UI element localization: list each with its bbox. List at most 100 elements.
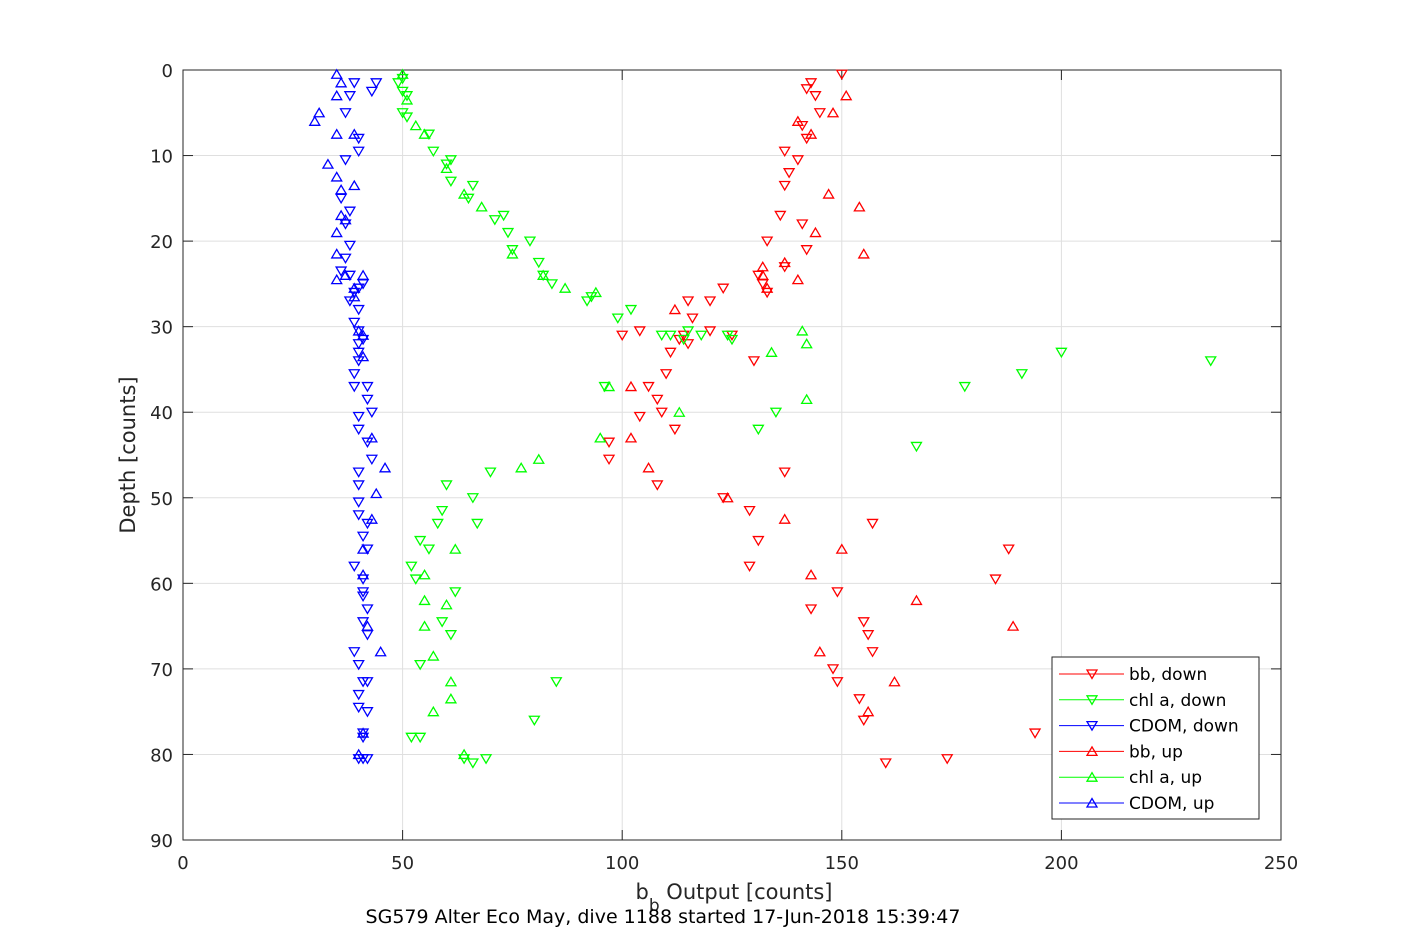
data-point bbox=[532, 453, 545, 464]
data-point bbox=[589, 286, 602, 298]
data-point bbox=[313, 106, 326, 118]
y-tick-label: 80 bbox=[150, 745, 173, 766]
data-point bbox=[796, 219, 809, 230]
data-point bbox=[356, 617, 370, 628]
data-point bbox=[352, 689, 365, 701]
series-3 bbox=[624, 89, 1020, 717]
data-point bbox=[414, 659, 427, 671]
data-point bbox=[334, 183, 348, 195]
data-point bbox=[409, 119, 422, 131]
data-point bbox=[835, 543, 848, 554]
data-point bbox=[1006, 620, 1020, 631]
data-point bbox=[370, 78, 383, 89]
data-point bbox=[831, 587, 844, 598]
data-point bbox=[537, 269, 550, 280]
legend-item: CDOM, up bbox=[1059, 794, 1214, 814]
data-point bbox=[809, 91, 822, 102]
data-point bbox=[440, 598, 453, 610]
data-point bbox=[361, 677, 374, 688]
data-point bbox=[405, 732, 418, 744]
data-point bbox=[1204, 356, 1217, 367]
data-point bbox=[958, 381, 971, 393]
data-point bbox=[523, 236, 537, 247]
data-point bbox=[435, 505, 449, 517]
y-tick-label: 0 bbox=[162, 61, 173, 82]
data-point bbox=[769, 407, 783, 419]
data-point bbox=[1002, 544, 1015, 555]
data-point bbox=[778, 256, 791, 268]
legend-box bbox=[1051, 656, 1260, 820]
data-point bbox=[813, 645, 826, 657]
data-point bbox=[800, 84, 813, 95]
data-point bbox=[743, 505, 756, 517]
data-point bbox=[866, 647, 879, 658]
x-tick-label: 50 bbox=[391, 853, 414, 874]
data-point bbox=[343, 270, 357, 282]
y-tick-label: 40 bbox=[150, 403, 173, 424]
data-point bbox=[348, 317, 361, 329]
data-point bbox=[334, 209, 348, 221]
data-point bbox=[800, 393, 813, 405]
data-point bbox=[440, 159, 453, 170]
data-point bbox=[747, 356, 761, 367]
x-axis: 0 50 100 150 200 250 bbox=[177, 70, 1298, 874]
data-point bbox=[651, 394, 664, 406]
data-point bbox=[427, 705, 440, 717]
data-point bbox=[725, 334, 739, 346]
data-point bbox=[506, 248, 519, 259]
data-point bbox=[642, 462, 655, 473]
data-point bbox=[611, 313, 624, 324]
data-point bbox=[602, 454, 616, 466]
data-point bbox=[633, 326, 646, 337]
data-point bbox=[365, 454, 378, 466]
data-point bbox=[804, 78, 818, 89]
data-point bbox=[431, 518, 444, 530]
data-point bbox=[545, 279, 559, 290]
data-point bbox=[853, 201, 866, 212]
data-point bbox=[356, 329, 370, 340]
data-point bbox=[352, 480, 365, 491]
data-point bbox=[361, 754, 374, 765]
data-point bbox=[826, 106, 840, 118]
y-tick-label: 90 bbox=[150, 831, 173, 852]
data-point bbox=[414, 535, 427, 547]
data-point bbox=[1028, 728, 1042, 739]
data-point bbox=[853, 694, 866, 705]
y-tick-label: 20 bbox=[150, 232, 173, 253]
data-point bbox=[352, 325, 365, 336]
data-point bbox=[796, 325, 809, 336]
data-point bbox=[444, 176, 458, 188]
data-point bbox=[717, 283, 730, 294]
data-point bbox=[414, 732, 427, 744]
data-point bbox=[651, 480, 664, 491]
data-point bbox=[444, 630, 458, 641]
data-point bbox=[343, 91, 357, 102]
data-point bbox=[681, 326, 695, 337]
data-point bbox=[352, 467, 365, 478]
data-point bbox=[550, 677, 563, 688]
data-point bbox=[440, 480, 453, 491]
data-point bbox=[616, 330, 629, 342]
data-point bbox=[449, 587, 462, 598]
legend-label: CDOM, up bbox=[1129, 794, 1214, 814]
y-axis: 0 10 20 30 40 50 60 70 80 90 bbox=[150, 61, 1281, 852]
data-point bbox=[356, 727, 370, 738]
data-point bbox=[330, 128, 343, 139]
data-point bbox=[664, 347, 677, 359]
legend-label: bb, up bbox=[1129, 742, 1183, 762]
data-point bbox=[334, 77, 348, 88]
data-point bbox=[374, 645, 387, 657]
data-point bbox=[501, 227, 515, 239]
data-point bbox=[427, 146, 440, 158]
legend-marker bbox=[1085, 720, 1099, 732]
y-tick-label: 70 bbox=[150, 660, 173, 681]
data-point bbox=[910, 441, 923, 453]
data-point bbox=[804, 128, 818, 139]
data-point bbox=[506, 245, 519, 256]
data-point bbox=[826, 664, 840, 675]
legend-marker bbox=[1085, 771, 1099, 782]
data-point bbox=[330, 226, 343, 238]
data-point bbox=[352, 748, 365, 760]
data-point bbox=[681, 296, 695, 307]
data-point bbox=[352, 304, 365, 316]
